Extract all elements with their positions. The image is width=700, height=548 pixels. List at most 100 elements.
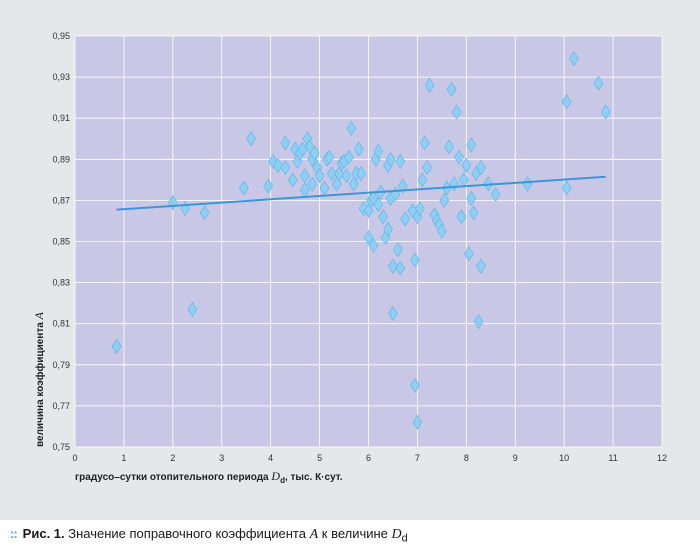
data-point <box>463 246 474 262</box>
y-tick-label: 0,79 <box>52 360 70 370</box>
x-tick-label: 1 <box>121 453 126 463</box>
data-point <box>344 149 354 165</box>
data-point <box>561 180 572 196</box>
x-tick-label: 8 <box>464 453 469 463</box>
x-tick-labels: 0 1 2 3 4 5 6 7 8 9 10 11 12 <box>72 453 667 463</box>
data-point <box>466 190 477 206</box>
x-tick-label: 11 <box>608 453 617 463</box>
data-point <box>400 211 411 227</box>
data-point <box>280 135 291 151</box>
data-point <box>346 120 357 137</box>
x-tick-label: 2 <box>170 453 175 463</box>
data-point <box>395 153 406 169</box>
data-point <box>199 205 210 221</box>
data-point <box>412 414 423 430</box>
caption-middle: к величине <box>318 526 392 541</box>
x-tick-label: 4 <box>268 453 273 463</box>
data-point <box>439 192 450 208</box>
caption-symbol-a: A <box>309 527 319 542</box>
x-tick-label: 3 <box>219 453 224 463</box>
data-point <box>388 258 398 274</box>
data-point <box>187 301 198 317</box>
data-point <box>476 258 486 274</box>
data-point <box>593 75 604 91</box>
data-point <box>368 238 379 254</box>
data-point <box>422 159 433 176</box>
x-tick-label: 10 <box>559 453 569 463</box>
data-point <box>246 131 256 147</box>
data-point <box>456 209 467 225</box>
data-point <box>466 137 477 153</box>
data-point <box>454 149 464 165</box>
data-point <box>561 94 572 110</box>
data-point <box>353 141 364 157</box>
data-point <box>373 143 384 159</box>
data-point <box>373 196 384 213</box>
data-point <box>476 159 486 176</box>
data-point <box>326 166 337 182</box>
data-point <box>309 145 320 161</box>
data-point <box>356 166 367 182</box>
y-tick-label: 0,89 <box>52 154 70 164</box>
data-point <box>307 176 318 192</box>
data-point <box>468 205 479 221</box>
data-point <box>273 157 283 174</box>
data-point <box>461 157 472 174</box>
y-tick-labels: 0,75 0,77 0,79 0,81 0,83 0,85 0,87 0,89 0,91 0,93… <box>52 31 70 452</box>
figure-panel: 0 1 2 3 4 5 6 7 8 9 10 11 12 0,75 0,77 0,79 0,81 0,83 0,8… <box>0 0 700 520</box>
x-tick-label: 0 <box>72 453 77 463</box>
data-point <box>415 201 425 217</box>
y-tick-label: 0,91 <box>52 113 70 123</box>
scatter-chart: 0 1 2 3 4 5 6 7 8 9 10 11 12 0,750,770,790,810,830,8… <box>32 31 667 485</box>
data-point <box>111 338 122 354</box>
data-point <box>314 168 325 184</box>
y-tick-label: 0,77 <box>52 401 70 411</box>
x-gridlines <box>74 36 663 447</box>
data-point <box>287 172 298 188</box>
data-point <box>410 252 420 268</box>
data-point <box>363 229 374 245</box>
figure-caption: :: Рис. 1. Значение поправочного коэффици… <box>10 526 408 545</box>
trend-line <box>116 175 606 211</box>
data-point <box>238 180 249 196</box>
data-point <box>341 168 352 184</box>
x-tick-label: 9 <box>513 453 518 463</box>
data-point <box>280 159 291 176</box>
data-point <box>395 260 406 276</box>
y-tick-label: 0,85 <box>52 237 70 247</box>
data-point <box>419 135 430 151</box>
y-tick-label: 0,81 <box>52 319 70 329</box>
y-tick-label: 0,75 <box>52 442 70 452</box>
data-point <box>378 209 389 225</box>
x-tick-label: 7 <box>415 453 420 463</box>
y-axis-title: величина коэффициента A <box>32 311 46 447</box>
data-point <box>437 223 447 239</box>
data-point <box>383 221 393 237</box>
x-axis-title: градусо–сутки отопительного периода Dd, … <box>75 469 343 485</box>
data-point <box>446 81 457 97</box>
x-tick-label: 6 <box>366 453 371 463</box>
data-point <box>569 51 579 67</box>
data-point <box>444 139 455 155</box>
data-point <box>392 242 403 258</box>
data-point <box>385 151 396 167</box>
caption-bullet-icon: :: <box>10 526 18 541</box>
y-tick-label: 0,87 <box>52 195 70 205</box>
data-point <box>324 149 335 165</box>
data-point <box>473 314 484 330</box>
data-point <box>263 178 274 194</box>
data-point <box>417 172 428 188</box>
y-tick-label: 0,93 <box>52 72 70 82</box>
data-point <box>490 186 501 202</box>
x-tick-label: 12 <box>657 453 667 463</box>
data-point <box>388 305 398 321</box>
data-point <box>424 77 435 93</box>
data-point <box>410 377 420 393</box>
caption-symbol-d: D <box>391 527 402 542</box>
data-points <box>111 51 611 430</box>
caption-subscript-d: d <box>401 532 408 545</box>
data-point <box>451 104 462 120</box>
y-tick-label: 0,95 <box>52 31 70 41</box>
caption-text: Значение поправочного коэффициента <box>64 526 310 541</box>
x-tick-label: 5 <box>317 453 322 463</box>
